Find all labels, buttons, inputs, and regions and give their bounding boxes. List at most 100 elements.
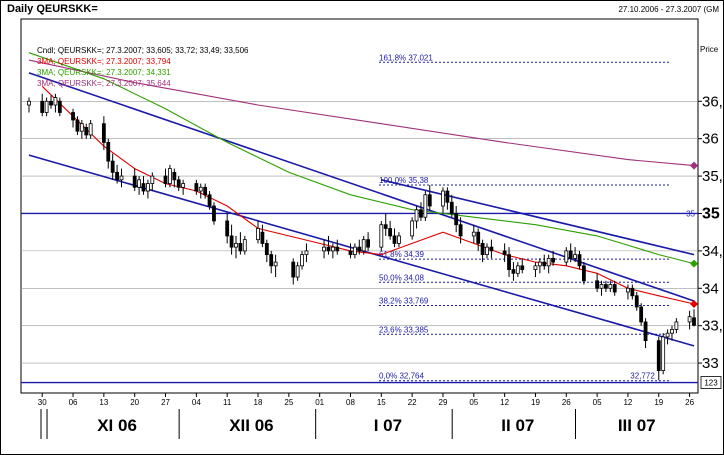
- candle-body-28: [203, 186, 208, 196]
- x-tick-label-14: 05: [469, 398, 478, 407]
- candle-body-82: [546, 257, 551, 267]
- candle-body-77: [515, 265, 520, 274]
- candle-body-45: [322, 246, 326, 252]
- candle-body-18: [141, 183, 146, 192]
- candle-body-54: [379, 224, 384, 248]
- fib-label-4: 38,2% 33,769: [379, 297, 429, 306]
- candle-body-64: [441, 190, 445, 207]
- candle-body-92: [608, 284, 613, 289]
- x-tick-label-8: 25: [284, 398, 293, 407]
- candle-body-56: [388, 228, 393, 237]
- candle-body-100: [661, 336, 666, 371]
- y-tick-label-1: 33,: [702, 318, 723, 335]
- candle-body-61: [419, 209, 423, 218]
- candle-body-16: [132, 175, 137, 188]
- ma-series-2: [28, 59, 695, 167]
- candle-body-58: [397, 235, 401, 244]
- candle-body-76: [511, 269, 516, 274]
- candle-body-10: [88, 123, 93, 136]
- candle-body-23: [172, 171, 177, 181]
- candle-body-74: [502, 250, 507, 256]
- fib-label-1: 100,0% 35,38: [379, 176, 429, 185]
- indicator-layer: 35 161,8% 37,021 100,0% 35,38 61,8% 34,39 50…: [21, 52, 698, 384]
- candle-body-83: [551, 257, 555, 263]
- x-tick-label-15: 12: [500, 398, 509, 407]
- candle-body-35: [242, 239, 247, 252]
- legend-ma3: 3MA; QEURSKK=; 27.3.2007; 33,794: [37, 57, 171, 66]
- candle-body-30: [212, 205, 216, 222]
- x-tick-label-13: 29: [439, 398, 448, 407]
- candle-body-26: [194, 183, 199, 192]
- fib-label-6: 0,0% 32,764: [379, 372, 424, 381]
- date-range: 27.10.2006 - 27.3.2007 (GM: [618, 5, 719, 14]
- trend-line-0: [28, 72, 695, 302]
- legend-candle: Cndl; QEURSKK=; 27.3.2007; 33,605; 33,72…: [37, 46, 249, 55]
- legend-ma3c: 3MA; QEURSKK=; 27.3.2007; 35,644: [37, 79, 171, 88]
- candle-body-95: [630, 287, 635, 297]
- x-tick-label-20: 19: [654, 398, 663, 407]
- candle-body-43: [300, 254, 304, 267]
- month-label-0: XI 06: [97, 416, 137, 435]
- price-box-label: 123: [704, 379, 718, 388]
- candle-body-59: [410, 220, 415, 237]
- ma-end-marker-1: [690, 259, 698, 268]
- candle-body-31: [225, 220, 230, 237]
- grid-layer: [20, 18, 699, 394]
- candle-body-93: [612, 284, 617, 293]
- candle-body-80: [537, 261, 542, 267]
- x-tick-label-18: 05: [593, 398, 602, 407]
- candle-body-32: [229, 235, 234, 248]
- x-tick-label-16: 19: [531, 398, 540, 407]
- x-tick-label-7: 18: [254, 398, 263, 407]
- candle-body-5: [57, 100, 62, 113]
- candle-body-2: [44, 100, 49, 113]
- candle-body-42: [295, 265, 300, 278]
- candle-body-19: [146, 183, 150, 192]
- candle-body-86: [573, 254, 577, 259]
- x-tick-label-0: 30: [38, 398, 47, 407]
- candle-body-47: [330, 246, 335, 252]
- candle-body-17: [137, 179, 141, 188]
- candle-body-8: [79, 123, 84, 132]
- candle-body-69: [471, 231, 476, 237]
- month-label-4: III 07: [618, 416, 656, 435]
- candle-body-44: [304, 250, 309, 256]
- candle-body-72: [485, 246, 489, 256]
- candle-body-3: [49, 100, 53, 106]
- x-tick-label-11: 15: [377, 398, 386, 407]
- candle-body-67: [454, 213, 459, 226]
- x-tick-label-3: 20: [130, 398, 139, 407]
- candle-body-33: [234, 242, 238, 248]
- candle-body-104: [687, 316, 692, 323]
- candle-body-14: [115, 171, 119, 181]
- candle-body-60: [414, 209, 419, 222]
- x-tick-label-1: 06: [69, 398, 78, 407]
- x-tick-label-2: 13: [99, 398, 108, 407]
- candle-body-102: [670, 329, 674, 334]
- candle-body-85: [568, 250, 573, 259]
- x-tick-label-21: 26: [685, 398, 694, 407]
- candle-body-12: [106, 142, 111, 162]
- candle-body-55: [383, 224, 388, 229]
- ma-end-marker-0: [690, 299, 698, 308]
- candle-body-0: [27, 100, 31, 106]
- y-tick-label-6: 36: [702, 131, 719, 148]
- candle-body-99: [656, 340, 661, 371]
- month-label-2: I 07: [374, 416, 402, 435]
- candle-body-13: [110, 160, 115, 173]
- price-box: [700, 376, 722, 389]
- fib-label-3: 50,0% 34,08: [379, 273, 424, 282]
- candle-body-20: [150, 175, 155, 184]
- candle-body-90: [599, 284, 604, 289]
- y-tick-label-2: 34: [702, 280, 719, 297]
- candle-body-48: [335, 246, 340, 252]
- level-35-label: 35: [686, 209, 695, 218]
- candle-body-96: [634, 295, 639, 308]
- month-label-3: II 07: [501, 416, 534, 435]
- candle-body-7: [75, 119, 80, 132]
- y-tick-label-3: 34,: [702, 243, 723, 260]
- candle-body-6: [71, 112, 75, 121]
- candle-body-53: [366, 239, 371, 248]
- candle-body-41: [291, 261, 296, 278]
